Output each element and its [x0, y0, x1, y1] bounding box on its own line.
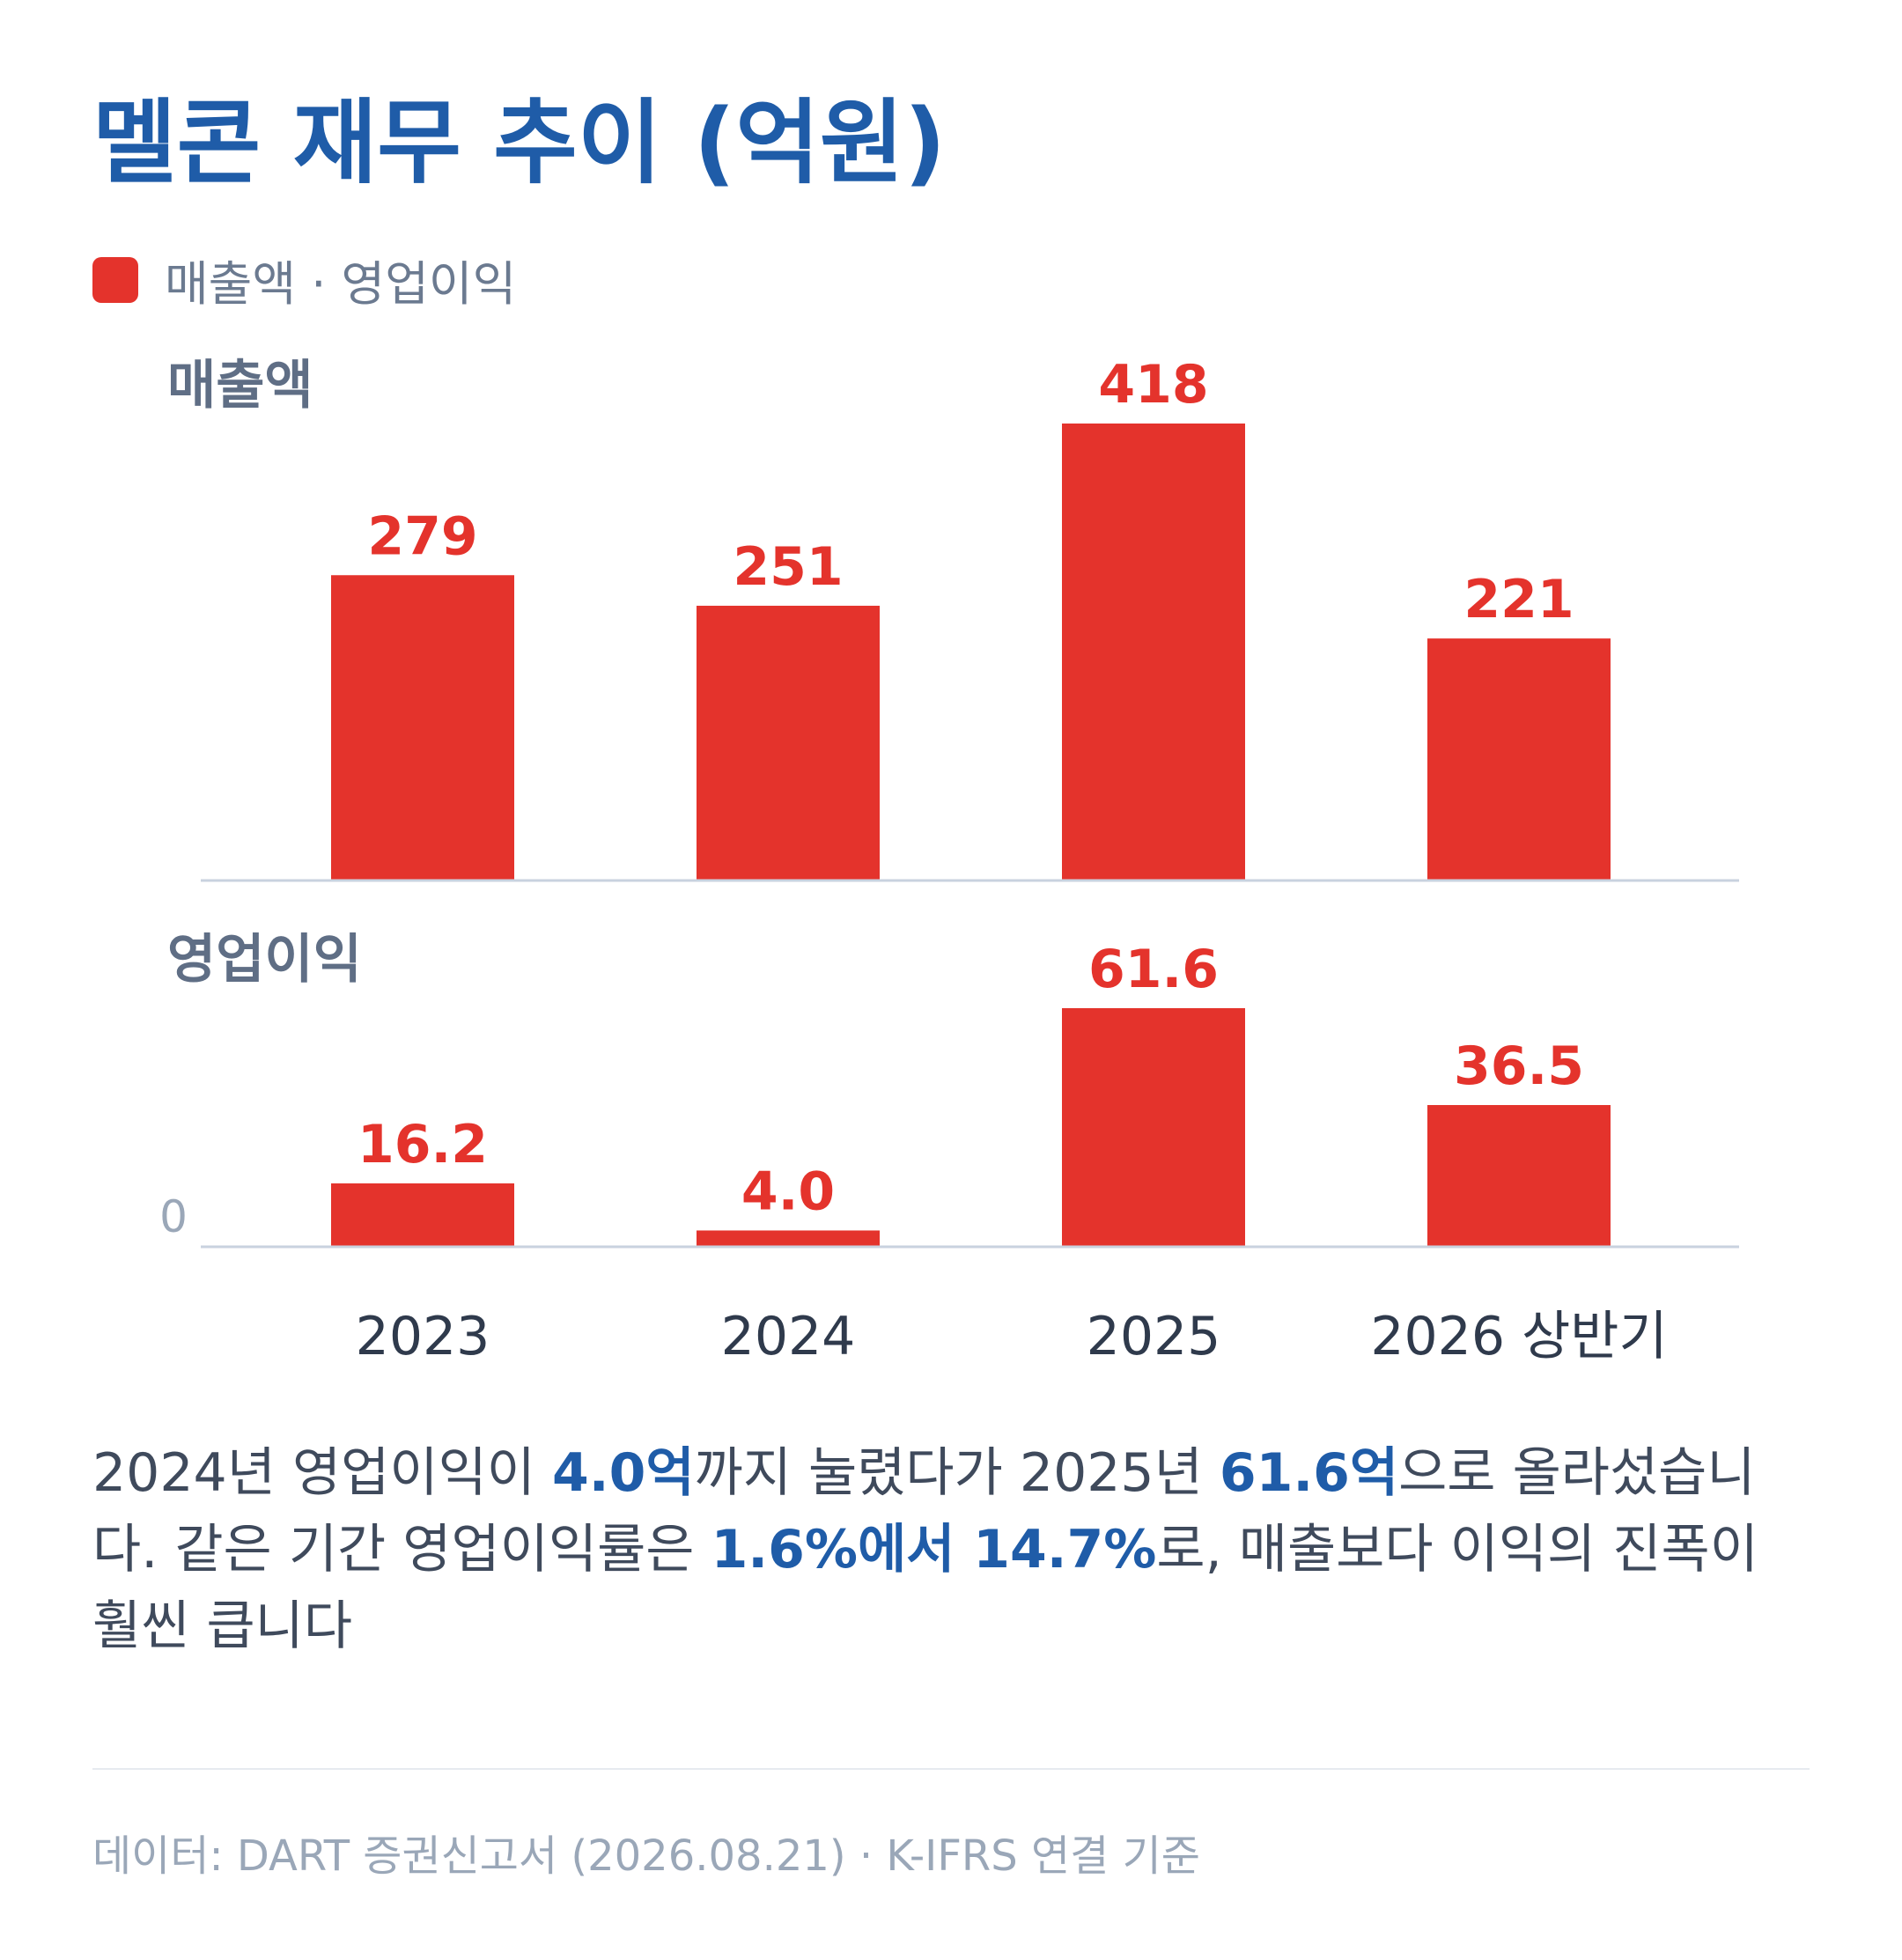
note-highlight-3: 1.6%에서 14.7%: [711, 1519, 1157, 1581]
revenue-value-label: 251: [733, 536, 843, 598]
revenue-bar: [697, 605, 880, 880]
revenue-value-label: 221: [1463, 569, 1574, 630]
operating-profit-zero-tick-label: 0: [159, 1191, 188, 1242]
note-highlight-2: 61.6억: [1219, 1442, 1399, 1504]
operating-profit-value-label: 16.2: [358, 1114, 488, 1175]
source-footer: 데이터: DART 증권신고서 (2026.08.21) · K-IFRS 연결…: [92, 1831, 1200, 1881]
legend-label: 매출액 · 영업이익: [165, 256, 517, 312]
note-highlight-1: 4.0억: [552, 1442, 695, 1504]
revenue-bar: [1427, 638, 1611, 880]
revenue-bar: [331, 575, 514, 880]
note-text-4: 로, 매출보다 이익의 진폭이 훨씬 큽니다: [92, 1519, 1758, 1657]
operating-profit-bar: [697, 1230, 880, 1246]
legend-swatch: [92, 256, 138, 303]
footer-divider: [92, 1768, 1810, 1770]
revenue-value-label: 279: [367, 505, 477, 567]
legend: 매출액 · 영업이익: [92, 245, 516, 314]
note-text-2: 까지 눌렸다가 2025년: [694, 1442, 1220, 1504]
summary-note: 2024년 영업이익이 4.0억까지 눌렸다가 2025년 61.6억으로 올라…: [92, 1435, 1818, 1665]
page-title: 멜콘 재무 추이 (억원): [92, 89, 947, 196]
note-text-3: 으로 올라섰습니다. 같은 기간 영업이익률은: [92, 1442, 1756, 1581]
x-tick-label: 2023: [356, 1306, 490, 1367]
x-tick-label: 2024: [721, 1306, 856, 1367]
operating-profit-bar: [1427, 1105, 1611, 1246]
operating-profit-value-label: 36.5: [1454, 1035, 1584, 1097]
revenue-panel-title: 매출액: [167, 355, 313, 416]
operating-profit-bar: [1062, 1008, 1245, 1246]
revenue-bar: [1062, 424, 1245, 880]
note-text-1: 2024년 영업이익이: [92, 1442, 553, 1504]
x-tick-label: 2026 상반기: [1370, 1306, 1667, 1367]
bar-chart: 매출액 279 251 418 221 영업이익 16.2 4.0 61.6 36.5 0 2023 2…: [159, 354, 1739, 1367]
operating-profit-value-label: 4.0: [741, 1161, 835, 1222]
revenue-value-label: 418: [1098, 354, 1208, 416]
x-tick-label: 2025: [1087, 1306, 1221, 1367]
operating-profit-value-label: 61.6: [1088, 939, 1219, 1000]
operating-profit-bar: [331, 1183, 514, 1246]
operating-profit-panel-title: 영업이익: [167, 929, 362, 991]
